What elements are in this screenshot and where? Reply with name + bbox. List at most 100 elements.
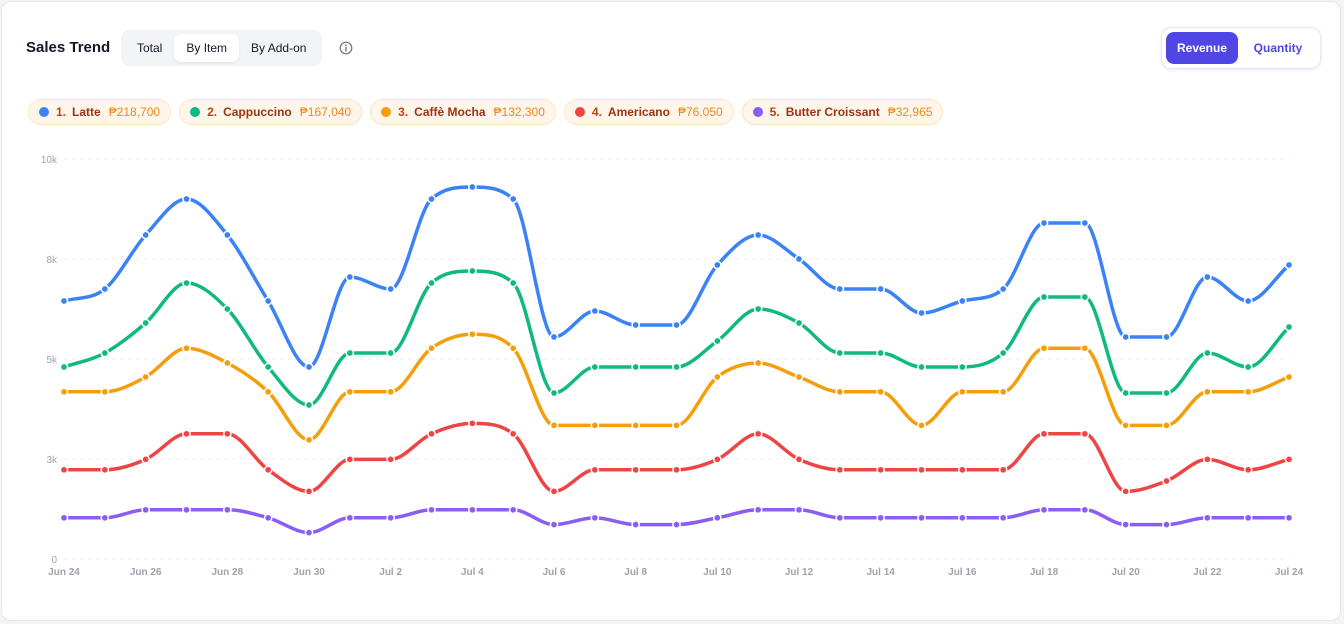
data-point-cappuccino xyxy=(59,362,69,372)
data-point-latte xyxy=(1284,260,1294,270)
data-point-caff-mocha xyxy=(1162,421,1171,430)
info-icon[interactable] xyxy=(339,41,353,55)
data-point-latte xyxy=(1202,272,1212,282)
legend-name: Cappuccino xyxy=(223,105,292,119)
data-point-caff-mocha xyxy=(59,387,69,397)
data-point-cappuccino xyxy=(467,266,477,276)
data-point-cappuccino xyxy=(753,304,763,314)
data-point-latte xyxy=(508,194,518,204)
data-point-caff-mocha xyxy=(467,329,477,339)
data-point-latte xyxy=(590,306,600,316)
legend-dot xyxy=(574,107,585,117)
data-point-butter-croissant xyxy=(386,513,396,523)
x-tick-label: Jun 24 xyxy=(48,567,80,578)
legend-name: Americano xyxy=(607,105,670,119)
series-line-americano xyxy=(62,421,1291,494)
data-point-cappuccino xyxy=(141,318,151,328)
legend-item-caffe-mocha[interactable]: 3. Caffè Mocha ₱132,300 xyxy=(370,99,556,125)
data-point-caff-mocha xyxy=(1202,387,1212,397)
data-point-cappuccino xyxy=(835,348,845,358)
data-point-butter-croissant xyxy=(467,505,477,515)
legend-dot xyxy=(190,107,201,117)
data-point-caff-mocha xyxy=(957,387,967,397)
data-point-latte xyxy=(631,320,641,330)
metric-toggle: Revenue Quantity xyxy=(1161,27,1321,69)
data-point-caff-mocha xyxy=(835,387,845,397)
data-point-butter-croissant xyxy=(549,520,559,529)
y-tick-label: 5k xyxy=(46,355,58,366)
tab-total[interactable]: Total xyxy=(137,41,163,55)
data-point-cappuccino xyxy=(1121,388,1131,398)
legend-dot xyxy=(752,107,763,117)
tab-by-add-on[interactable]: By Add-on xyxy=(251,41,307,55)
data-point-latte xyxy=(549,332,559,342)
data-point-americano xyxy=(222,429,232,439)
tab-by-item[interactable]: By Item xyxy=(174,34,240,62)
data-point-americano xyxy=(1121,487,1131,496)
data-point-americano xyxy=(427,429,436,439)
data-point-caff-mocha xyxy=(549,421,559,430)
data-point-cappuccino xyxy=(998,348,1008,358)
data-point-butter-croissant xyxy=(672,520,681,529)
data-point-cappuccino xyxy=(508,278,518,288)
legend-item-latte[interactable]: 1. Latte ₱218,700 xyxy=(28,99,172,125)
data-point-butter-croissant xyxy=(1080,505,1090,515)
revenue-button[interactable]: Revenue xyxy=(1166,32,1238,64)
legend-value: ₱32,965 xyxy=(887,105,933,119)
data-point-americano xyxy=(835,465,845,475)
data-point-caff-mocha xyxy=(263,387,273,397)
quantity-button[interactable]: Quantity xyxy=(1253,41,1303,55)
data-point-butter-croissant xyxy=(100,513,110,523)
legend-name: Butter Croissant xyxy=(785,105,880,119)
data-point-latte xyxy=(182,194,191,204)
data-point-butter-croissant xyxy=(998,513,1008,523)
data-point-cappuccino xyxy=(957,362,967,372)
data-point-latte xyxy=(263,296,273,306)
data-point-caff-mocha xyxy=(1284,372,1294,382)
data-point-butter-croissant xyxy=(712,513,722,523)
data-point-caff-mocha xyxy=(631,421,641,430)
data-point-caff-mocha xyxy=(712,372,722,382)
data-point-cappuccino xyxy=(672,362,681,372)
data-point-caff-mocha xyxy=(917,421,926,430)
data-point-caff-mocha xyxy=(141,372,151,382)
data-point-cappuccino xyxy=(590,362,600,372)
data-point-caff-mocha xyxy=(345,387,355,397)
legend-item-americano[interactable]: 4. Americano ₱76,050 xyxy=(563,99,734,125)
x-tick-label: Jul 18 xyxy=(1030,567,1059,578)
data-point-americano xyxy=(549,487,559,496)
data-point-butter-croissant xyxy=(794,505,804,515)
data-point-americano xyxy=(100,465,110,475)
data-point-caff-mocha xyxy=(876,387,886,397)
x-tick-label: Jul 8 xyxy=(624,567,647,578)
legend-item-butter-croissant[interactable]: 5. Butter Croissant ₱32,965 xyxy=(741,99,944,125)
legend-rank: 5. xyxy=(769,105,780,119)
data-point-caff-mocha xyxy=(386,387,396,397)
data-point-latte xyxy=(304,362,314,372)
data-point-cappuccino xyxy=(1039,292,1049,302)
data-point-caff-mocha xyxy=(100,387,110,397)
data-point-americano xyxy=(917,465,926,475)
data-point-latte xyxy=(1162,332,1171,342)
legend-name: Latte xyxy=(72,105,101,119)
data-point-butter-croissant xyxy=(590,513,600,523)
legend-item-cappuccino[interactable]: 2. Cappuccino ₱167,040 xyxy=(179,99,363,125)
x-tick-label: Jul 20 xyxy=(1111,567,1140,578)
legend-dot xyxy=(381,107,392,117)
data-point-cappuccino xyxy=(345,348,355,358)
data-point-caff-mocha xyxy=(1243,387,1253,397)
legend-name: Caffè Mocha xyxy=(414,105,486,119)
data-point-americano xyxy=(1243,465,1253,475)
data-point-americano xyxy=(876,465,886,475)
data-point-cappuccino xyxy=(304,400,314,410)
x-tick-label: Jul 6 xyxy=(543,567,566,578)
data-point-cappuccino xyxy=(631,362,641,372)
data-point-latte xyxy=(753,230,763,240)
data-point-americano xyxy=(467,419,477,428)
chart-title: Sales Trend xyxy=(26,39,111,56)
data-point-latte xyxy=(794,254,804,264)
data-point-butter-croissant xyxy=(753,505,763,515)
x-tick-label: Jun 30 xyxy=(293,567,325,578)
data-point-butter-croissant xyxy=(345,513,355,523)
